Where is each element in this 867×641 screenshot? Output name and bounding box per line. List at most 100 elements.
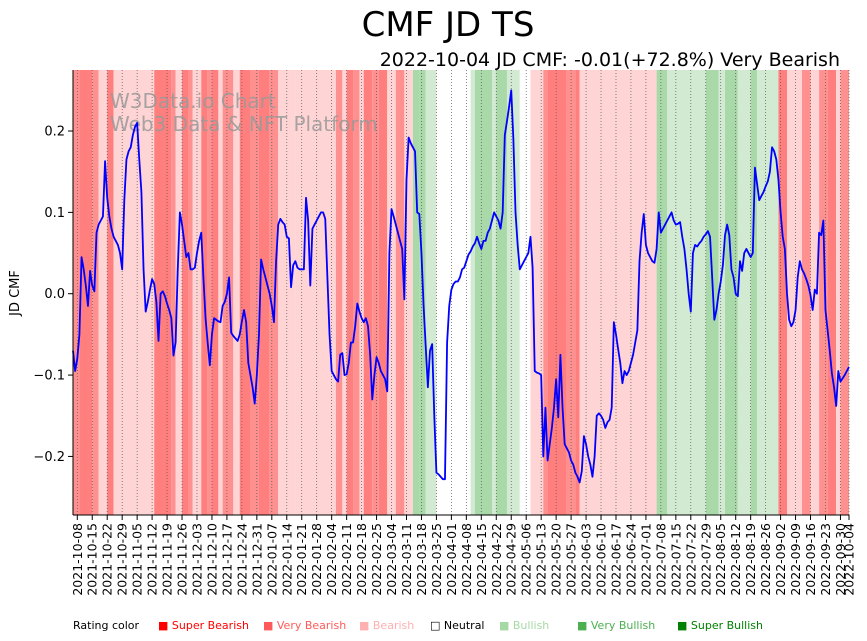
rating-band-37 [425,70,437,515]
watermark: W3Data.io Chart Web3 Data & NFT Platform [110,89,378,136]
rating-band-62 [801,70,811,515]
rating-band-27 [353,70,360,515]
x-tick-label-6: 2021-11-19 [160,523,175,596]
x-tick-label-1: 2021-10-15 [85,523,100,596]
y-tick-label-3: 0.1 [44,206,65,221]
chart-subtitle: 2022-10-04 JD CMF: -0.01(+72.8%) Very Be… [380,49,840,71]
rating-bands [73,70,849,515]
rating-band-7 [171,70,176,515]
rating-band-5 [113,70,155,515]
x-tick-label-30: 2022-05-06 [519,523,534,596]
x-tick-label-2: 2021-10-22 [100,523,115,596]
rating-band-26 [346,70,354,515]
x-tick-label-49: 2022-09-16 [803,523,818,596]
rating-band-24 [335,70,343,515]
series-layer [72,89,850,484]
rating-band-30 [372,70,379,515]
legend: Rating color ■ Super Bearish ■ Very Bearis… [73,619,763,632]
series-line-0 [72,89,850,484]
legend-item-6: ■ Super Bullish [677,619,763,632]
legend-item-1: ■ Very Bearish [263,619,346,632]
rating-band-41 [474,70,492,515]
x-tick-label-27: 2022-04-15 [474,523,489,596]
x-tick-label-44: 2022-08-12 [728,523,743,596]
x-tick-label-8: 2021-12-03 [189,523,204,596]
rating-band-40 [470,70,475,515]
rating-band-43 [496,70,507,515]
rating-band-59 [757,70,779,515]
rating-band-13 [207,70,212,515]
y-tick-label-4: 0.2 [44,125,65,140]
rating-band-35 [412,70,420,515]
x-tick-label-33: 2022-05-27 [564,523,579,596]
rating-band-66 [836,70,841,515]
rating-band-67 [840,70,849,515]
rating-band-33 [395,70,405,515]
x-tick-label-43: 2022-08-05 [713,523,728,596]
x-tick-label-10: 2021-12-17 [219,523,234,596]
rating-band-29 [363,70,373,515]
y-tick-label-2: 0.0 [44,287,65,302]
rating-band-42 [492,70,497,515]
x-tick-label-15: 2022-01-21 [294,523,309,596]
x-tick-label-25: 2022-04-01 [444,523,459,596]
x-tick-label-16: 2022-01-28 [309,523,324,596]
x-tick-label-36: 2022-06-17 [608,523,623,596]
rating-band-25 [342,70,347,515]
x-tick-label-39: 2022-07-08 [653,523,668,596]
chart-title: CMF JD TS [362,5,535,45]
rating-band-2 [92,70,99,515]
rating-band-45 [519,70,531,515]
x-tick-label-0: 2021-10-08 [70,523,85,596]
y-tick-label-0: −0.2 [33,450,65,465]
x-tick-label-5: 2021-11-12 [145,523,160,596]
rating-band-19 [250,70,259,515]
x-tick-label-13: 2022-01-07 [264,523,279,596]
legend-item-5: ■ Very Bullish [577,619,655,632]
x-tick-label-7: 2021-11-26 [175,523,190,596]
rating-band-17 [233,70,240,515]
x-tick-label-17: 2022-02-04 [324,523,339,596]
x-tick-label-22: 2022-03-11 [399,523,414,596]
x-tick-label-50: 2022-09-23 [818,523,833,596]
rating-band-52 [656,70,668,515]
rating-band-20 [258,70,270,515]
x-tick-label-41: 2022-07-22 [683,523,698,596]
x-tick-label-28: 2022-04-22 [489,523,504,596]
rating-band-3 [98,70,108,515]
x-tick-label-48: 2022-09-09 [788,523,803,596]
rating-band-15 [218,70,223,515]
watermark-line-1: W3Data.io Chart [110,89,276,113]
legend-item-0: ■ Super Bearish [158,619,249,632]
x-tick-label-20: 2022-02-25 [369,523,384,596]
x-tick-label-42: 2022-07-29 [698,523,713,596]
legend-title: Rating color [73,619,140,632]
rating-band-39 [444,70,471,515]
x-tick-label-46: 2022-08-26 [758,523,773,596]
rating-band-65 [827,70,837,515]
watermark-line-2: Web3 Data & NFT Platform [110,112,378,136]
rating-band-56 [725,70,738,515]
rating-band-48 [547,70,567,515]
legend-item-2: ■ Bearish [359,619,414,632]
rating-band-51 [579,70,657,515]
x-tick-label-35: 2022-06-10 [594,523,609,596]
x-tick-label-24: 2022-03-25 [429,523,444,596]
rating-band-47 [543,70,548,515]
x-tick-label-19: 2022-02-18 [354,523,369,596]
x-tick-label-37: 2022-06-24 [623,523,638,596]
x-tick-label-31: 2022-05-13 [534,523,549,596]
rating-band-23 [295,70,336,515]
x-tick-label-52: 2022-10-04 [842,523,857,596]
x-tick-label-12: 2021-12-31 [249,523,264,596]
rating-band-61 [787,70,802,515]
legend-item-4: ■ Bullish [499,619,549,632]
x-tick-label-9: 2021-12-10 [204,523,219,596]
rating-band-57 [737,70,751,515]
y-tick-label-1: −0.1 [33,369,65,384]
rating-band-18 [239,70,251,515]
x-tick-label-18: 2022-02-11 [339,523,354,596]
x-tick-label-14: 2022-01-14 [279,523,294,596]
